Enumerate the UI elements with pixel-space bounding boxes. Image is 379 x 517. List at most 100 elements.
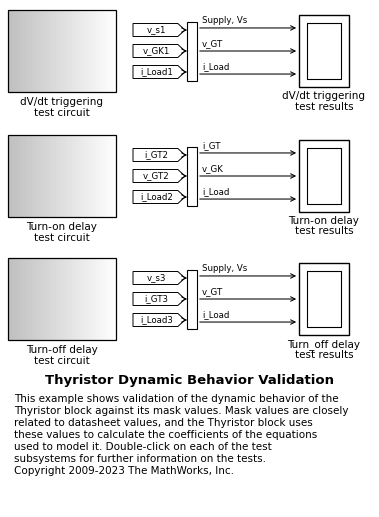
Bar bbox=[187, 269, 197, 328]
Bar bbox=[84, 135, 87, 217]
Bar bbox=[77, 135, 80, 217]
Text: i_Load3: i_Load3 bbox=[140, 315, 173, 325]
Text: i_GT: i_GT bbox=[202, 141, 221, 150]
Bar bbox=[53, 135, 56, 217]
Bar bbox=[90, 258, 93, 340]
Bar bbox=[8, 135, 116, 217]
Bar bbox=[51, 10, 54, 92]
Bar bbox=[25, 10, 28, 92]
Bar bbox=[84, 258, 87, 340]
Text: This example shows validation of the dynamic behavior of the: This example shows validation of the dyn… bbox=[14, 394, 338, 404]
Text: v_GT: v_GT bbox=[202, 39, 223, 48]
Bar bbox=[99, 135, 102, 217]
Text: i_GT2: i_GT2 bbox=[144, 150, 168, 160]
Bar bbox=[299, 140, 349, 212]
Bar bbox=[114, 258, 117, 340]
Bar bbox=[13, 135, 16, 217]
Bar bbox=[103, 135, 106, 217]
Text: test results: test results bbox=[295, 226, 353, 236]
Bar bbox=[88, 10, 91, 92]
Bar bbox=[36, 258, 39, 340]
Bar bbox=[42, 258, 46, 340]
Bar bbox=[187, 22, 197, 81]
Text: related to datasheet values, and the Thyristor block uses: related to datasheet values, and the Thy… bbox=[14, 418, 313, 428]
Bar bbox=[99, 10, 102, 92]
Text: Turn_off delay: Turn_off delay bbox=[288, 339, 360, 350]
Bar bbox=[23, 10, 26, 92]
Bar bbox=[307, 23, 341, 79]
Bar bbox=[99, 258, 102, 340]
Bar bbox=[53, 10, 56, 92]
Bar bbox=[112, 10, 115, 92]
Bar bbox=[66, 258, 69, 340]
Bar bbox=[51, 258, 54, 340]
Bar bbox=[42, 10, 46, 92]
Bar bbox=[107, 258, 111, 340]
Text: v_GT: v_GT bbox=[202, 287, 223, 296]
Bar bbox=[38, 258, 41, 340]
Bar bbox=[34, 258, 37, 340]
Bar bbox=[38, 135, 41, 217]
Polygon shape bbox=[133, 44, 185, 57]
Bar bbox=[77, 258, 80, 340]
Bar bbox=[97, 10, 100, 92]
Bar bbox=[73, 10, 76, 92]
Bar bbox=[8, 258, 116, 340]
Bar bbox=[105, 10, 108, 92]
Bar bbox=[58, 258, 61, 340]
Bar bbox=[112, 135, 115, 217]
Polygon shape bbox=[133, 313, 185, 327]
Bar bbox=[62, 10, 65, 92]
Bar bbox=[21, 135, 24, 217]
Polygon shape bbox=[133, 293, 185, 306]
Text: test circuit: test circuit bbox=[34, 233, 90, 243]
Bar bbox=[36, 135, 39, 217]
Bar bbox=[32, 10, 35, 92]
Polygon shape bbox=[133, 66, 185, 79]
Polygon shape bbox=[133, 190, 185, 204]
Text: test circuit: test circuit bbox=[34, 356, 90, 366]
Bar bbox=[88, 258, 91, 340]
Bar bbox=[79, 135, 83, 217]
Text: Thyristor block against its mask values. Mask values are closely: Thyristor block against its mask values.… bbox=[14, 406, 349, 416]
Bar bbox=[307, 271, 341, 327]
Bar bbox=[19, 135, 22, 217]
Bar bbox=[36, 10, 39, 92]
Bar bbox=[8, 258, 11, 340]
Bar bbox=[58, 10, 61, 92]
Bar bbox=[101, 10, 104, 92]
Text: i_Load: i_Load bbox=[202, 187, 229, 196]
Polygon shape bbox=[133, 170, 185, 183]
Bar bbox=[47, 10, 50, 92]
Text: v_GT2: v_GT2 bbox=[143, 172, 170, 180]
Bar bbox=[92, 258, 96, 340]
Text: test results: test results bbox=[295, 101, 353, 112]
Bar bbox=[94, 258, 97, 340]
Bar bbox=[60, 135, 63, 217]
Text: i_Load: i_Load bbox=[202, 310, 229, 319]
Bar bbox=[41, 135, 44, 217]
Bar bbox=[42, 135, 46, 217]
Bar bbox=[17, 10, 20, 92]
Bar bbox=[103, 10, 106, 92]
Text: test circuit: test circuit bbox=[34, 108, 90, 118]
Text: Copyright 2009-2023 The MathWorks, Inc.: Copyright 2009-2023 The MathWorks, Inc. bbox=[14, 466, 234, 476]
Bar bbox=[105, 135, 108, 217]
Bar bbox=[86, 135, 89, 217]
Bar bbox=[10, 10, 13, 92]
Bar bbox=[64, 258, 67, 340]
Bar bbox=[34, 10, 37, 92]
Bar bbox=[62, 258, 65, 340]
Bar bbox=[114, 10, 117, 92]
Bar bbox=[112, 258, 115, 340]
Bar bbox=[21, 10, 24, 92]
Bar bbox=[19, 10, 22, 92]
Bar bbox=[23, 135, 26, 217]
Text: v_s1: v_s1 bbox=[147, 25, 166, 35]
Text: Supply, Vs: Supply, Vs bbox=[202, 264, 247, 273]
Bar bbox=[79, 10, 83, 92]
Text: i_Load1: i_Load1 bbox=[140, 68, 173, 77]
Bar bbox=[94, 135, 97, 217]
Bar bbox=[49, 135, 52, 217]
Bar bbox=[17, 258, 20, 340]
